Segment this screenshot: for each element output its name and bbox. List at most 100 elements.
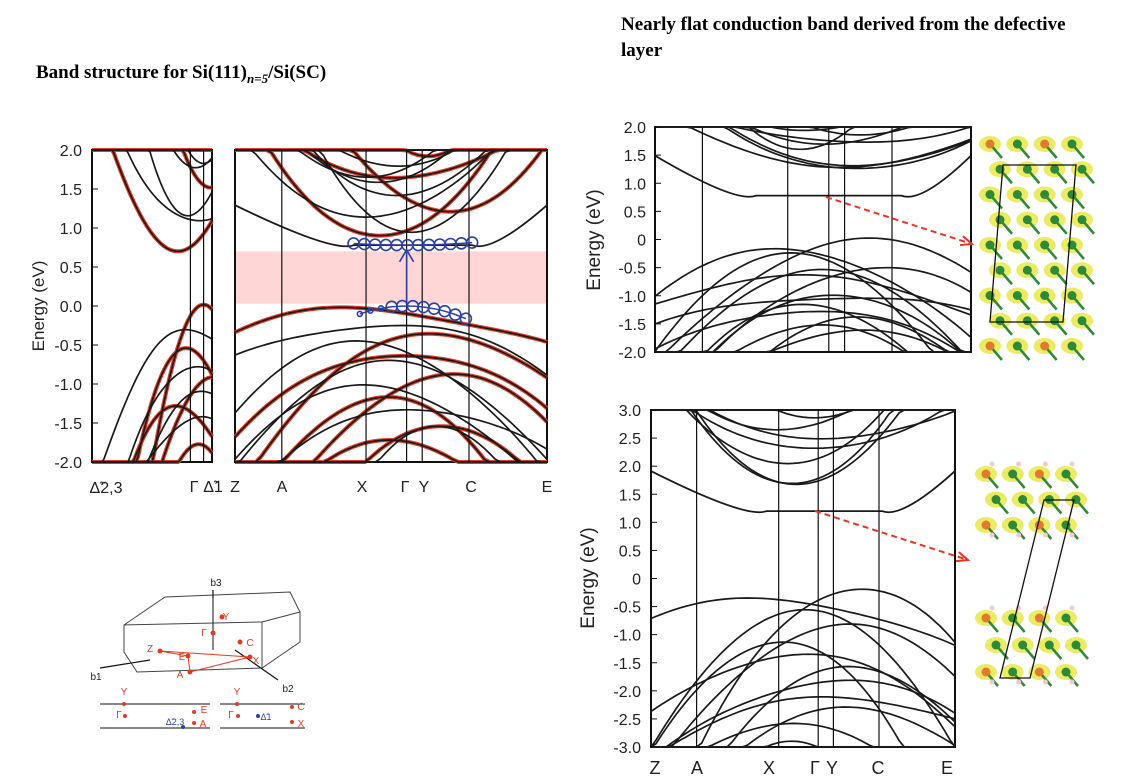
- panel-a-ytick-label: -1.5: [54, 416, 82, 433]
- structure-top-atom: [985, 190, 995, 199]
- structure-top: [979, 136, 1095, 361]
- bz-point-1: [210, 630, 216, 636]
- panel-c-ytick-label: -2.5: [613, 712, 641, 729]
- structure-bottom-upper-hydrogen: [1042, 461, 1048, 467]
- vbm-marker-point: [377, 305, 385, 312]
- bz-b2-axis: [234, 649, 279, 681]
- panel-c-valence-band-2: [650, 608, 956, 748]
- proj-right-label: Γ: [228, 710, 234, 721]
- panel-c-ytick-label: 1.5: [619, 487, 641, 504]
- panel-a-right-xtick-label: Y: [419, 479, 430, 496]
- structure-top-atom: [995, 215, 1005, 225]
- panel-a-right-valence-band-5: [234, 359, 548, 463]
- panel-c-valence-band-11: [651, 740, 955, 748]
- panel-a-right-xtick-label: Γ: [401, 479, 410, 496]
- structure-bottom-upper-atom: [1061, 469, 1071, 479]
- structure-top-atom: [995, 316, 1005, 326]
- bz-point-label: C: [246, 638, 253, 649]
- structure-top-atom: [1077, 164, 1087, 174]
- panel-b-valence-band-1: [654, 247, 972, 339]
- bz-point-label: X: [253, 656, 260, 667]
- structure-top-atom: [1067, 139, 1077, 149]
- transition-arrow-head: [398, 248, 415, 263]
- panel-c-ytick-label: -0.5: [613, 600, 641, 617]
- panel-a-right-xtick-label: A: [277, 479, 288, 496]
- bz-point-label: Γ: [201, 628, 207, 639]
- bz-point-label: Z: [147, 644, 153, 655]
- structure-bottom-lower-atom: [1071, 640, 1081, 650]
- cbm-marker-point: [465, 236, 479, 249]
- panel-b-valence-band-0: [655, 237, 972, 353]
- structure-bottom-upper: [975, 461, 1089, 540]
- structure-top-atom: [1067, 190, 1077, 199]
- structure-bottom-upper-atom: [1034, 469, 1044, 479]
- structure-top-atom: [1012, 291, 1022, 300]
- panel-c-ytick-label: 2.5: [619, 431, 641, 448]
- flat-band-arrow-top-head: [959, 235, 975, 247]
- panel-c-conduction-band-3: [651, 409, 955, 450]
- title-right: Nearly flat conduction band derived from…: [621, 14, 1066, 61]
- proj-point: [192, 710, 196, 714]
- structure-bottom-lower-hydrogen: [989, 679, 995, 685]
- structure-top-atom: [1022, 215, 1032, 225]
- proj-point: [123, 714, 127, 718]
- panel-b-ytick-label: -1.0: [618, 289, 646, 306]
- panel-c-valence-band-1: [650, 597, 956, 647]
- bz-point-2: [237, 639, 243, 645]
- panel-b-flat-band: [654, 154, 972, 198]
- bz-b1-axis: [99, 659, 151, 669]
- structure-bottom-upper-atom: [981, 469, 991, 479]
- panel-c-ylabel: Energy (eV): [578, 527, 599, 628]
- panel-a-ytick-label: 1.5: [60, 182, 82, 199]
- panel-c-xtick-label: E: [941, 758, 953, 778]
- proj-point: [122, 702, 126, 706]
- structure-bottom-lower-hydrogen: [1069, 679, 1075, 685]
- structure-top-atom: [1050, 316, 1060, 326]
- panel-c-ytick-label: -1.0: [613, 628, 641, 645]
- structure-bottom-upper-atom: [1018, 495, 1028, 504]
- panel-a-right-valence-band-1: [234, 324, 548, 376]
- panel-a-left-conduction-band-2: [92, 149, 213, 217]
- flat-band-arrow-bottom-head: [955, 551, 971, 563]
- proj-right-label: C: [297, 702, 304, 713]
- proj-point: [235, 702, 239, 706]
- panel-c-ytick-label: 1.0: [619, 515, 641, 532]
- proj-left-label: A: [200, 719, 207, 730]
- panel-b-ylabel: Energy (eV): [584, 189, 605, 290]
- structure-bottom-upper-atom: [1008, 520, 1018, 530]
- structure-top-atom: [995, 265, 1005, 275]
- panel-b-ytick-label: 2.0: [624, 120, 646, 137]
- flat-band-arrow-bottom: [814, 510, 969, 561]
- panel-c-valence-band-8: [651, 695, 956, 748]
- structure-bottom-cell: [999, 499, 1075, 679]
- panel-c-valence-band-5: [650, 653, 956, 728]
- panel-c-xtick-label: A: [691, 758, 703, 778]
- panel-a-right-valence-band-2: [235, 332, 548, 463]
- structure-bottom-upper-atom: [981, 520, 991, 530]
- structure-top-atom: [1022, 164, 1032, 174]
- structure-top-atom: [1040, 139, 1050, 149]
- structure-top-atom: [1022, 316, 1032, 326]
- structure-bottom-lower-hydrogen: [989, 605, 995, 611]
- structure-bottom-lower-hydrogen: [1042, 679, 1048, 685]
- structure-top-atom: [1012, 139, 1022, 149]
- proj-point: [256, 714, 260, 718]
- structure-top-atom: [1040, 291, 1050, 300]
- panel-a-left-valence-weight-0: [92, 302, 214, 464]
- structure-top-atom: [1067, 341, 1077, 351]
- panel-b-valence-band-9: [654, 310, 971, 353]
- structure-bottom-upper-hydrogen: [989, 461, 995, 467]
- panel-b-conduction-band-2: [655, 126, 972, 169]
- panel-a-xtick-label: Γ: [190, 479, 199, 496]
- title-left: Band structure for Si(111)n=5/Si(SC): [36, 62, 327, 86]
- panel-a-right-flat-band: [234, 204, 548, 248]
- panel-c-ytick-label: 3.0: [619, 403, 641, 420]
- panel-a-ytick-label: -2.0: [54, 455, 82, 472]
- vbm-marker-line: [359, 305, 467, 320]
- proj-point: [236, 714, 240, 718]
- vbm-marker-point: [367, 307, 374, 315]
- panel-c-valence-band-7: [651, 679, 956, 748]
- structure-bottom-lower-atom: [1034, 667, 1044, 677]
- structure-bottom-upper-atom: [991, 495, 1001, 504]
- panel-b-valence-band-4: [655, 268, 971, 353]
